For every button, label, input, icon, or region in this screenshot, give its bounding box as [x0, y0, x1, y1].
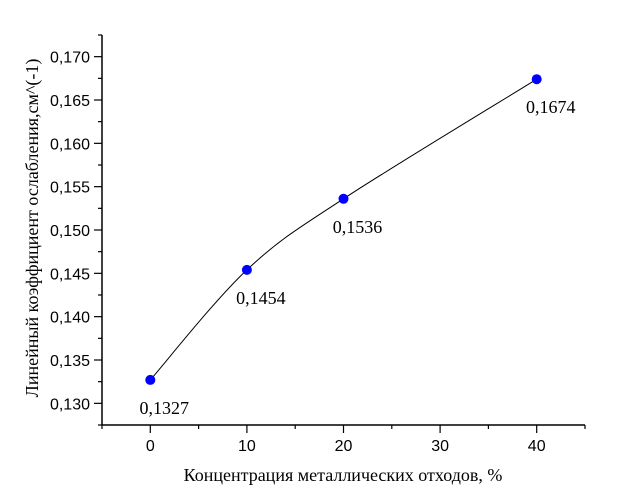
- data-labels: 0,1327 0,1454 0,1536 0,1674: [140, 97, 576, 418]
- y-tick-label: 0,165: [50, 93, 90, 110]
- x-axis-title: Концентрация металлических отходов, %: [184, 465, 503, 485]
- data-point-marker: [241, 264, 252, 275]
- y-tick-label: 0,140: [50, 310, 90, 327]
- y-tick-label: 0,130: [50, 396, 90, 413]
- data-curve: [149, 78, 537, 381]
- y-tick-label: 0,145: [50, 266, 90, 283]
- y-tick-label: 0,170: [50, 50, 90, 67]
- x-tick-label: 10: [238, 438, 256, 455]
- x-tick-label: 20: [335, 438, 353, 455]
- data-point-label: 0,1674: [526, 97, 576, 117]
- data-point-label: 0,1454: [236, 288, 286, 308]
- y-axis-ticks: 0,130 0,135 0,140 0,145 0,150 0,155 0,160 0,165…: [50, 34, 102, 426]
- data-point-label: 0,1536: [333, 217, 383, 237]
- y-tick-label: 0,155: [50, 180, 90, 197]
- y-tick-label: 0,160: [50, 136, 90, 153]
- data-point-label: 0,1327: [140, 398, 190, 418]
- y-tick-label: 0,150: [50, 223, 90, 240]
- data-points: [145, 74, 542, 385]
- data-point-marker: [531, 74, 542, 85]
- x-tick-label: 40: [528, 438, 546, 455]
- data-point-marker: [145, 374, 156, 385]
- x-tick-label: 0: [146, 438, 155, 455]
- x-tick-label: 30: [431, 438, 449, 455]
- x-axis-ticks: 0 10 20 30 40: [101, 425, 586, 455]
- y-axis-title: Линейный коэффициент ослабления,см^(-1): [22, 59, 43, 398]
- data-point-marker: [338, 193, 349, 204]
- y-tick-label: 0,135: [50, 353, 90, 370]
